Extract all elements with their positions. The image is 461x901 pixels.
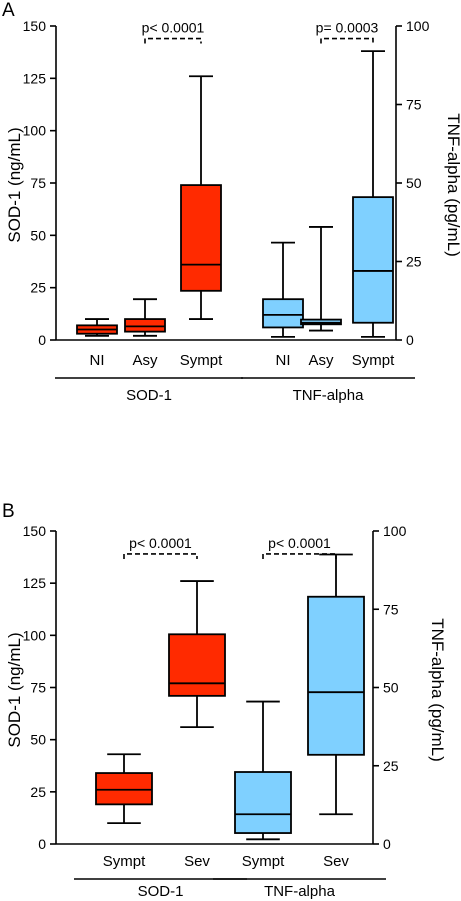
y-tick-label-left: 100: [23, 123, 47, 139]
y-axis-title-right: TNF-alpha (pg/mL): [428, 618, 447, 762]
group-label: TNF-alpha: [293, 387, 365, 404]
y-tick-label-right: 100: [383, 523, 407, 539]
y-tick-label-left: 125: [23, 70, 47, 86]
box-sod-1-sev: [168, 633, 226, 697]
panel-label: B: [2, 501, 15, 522]
group-label: TNF-alpha: [264, 883, 336, 900]
y-axis-title-left: SOD-1 (ng/mL): [5, 127, 24, 242]
y-tick-label-right: 25: [383, 758, 399, 774]
panel-label: A: [2, 0, 15, 21]
box-tnf-alpha-sympt: [234, 771, 292, 834]
x-category-label: Asy: [132, 352, 158, 369]
y-tick-label-left: 0: [38, 332, 46, 348]
x-category-label: Sympt: [180, 352, 223, 369]
x-category-label: Sev: [184, 853, 210, 870]
y-axis-title-left: SOD-1 (ng/mL): [5, 632, 24, 747]
x-category-label: NI: [90, 352, 105, 369]
y-tick-label-left: 25: [30, 784, 46, 800]
box-tnf-alpha-ni: [262, 298, 304, 329]
group-label: SOD-1: [138, 883, 184, 900]
y-axis-title-right: TNF-alpha (pg/mL): [444, 113, 461, 257]
y-tick-label-left: 75: [30, 175, 46, 191]
significance-label: p= 0.0003: [316, 20, 379, 36]
y-tick-label-right: 75: [406, 97, 422, 113]
y-tick-label-left: 0: [38, 836, 46, 852]
y-tick-label-left: 50: [30, 227, 46, 243]
x-category-label: Sympt: [103, 853, 146, 870]
group-label: SOD-1: [126, 387, 172, 404]
y-tick-label-right: 50: [383, 680, 399, 696]
significance-bracket: [144, 37, 202, 44]
box-sod-1-asy: [124, 318, 166, 333]
y-tick-label-right: 100: [406, 18, 430, 34]
y-tick-label-right: 25: [406, 254, 422, 270]
y-tick-label-left: 150: [23, 523, 47, 539]
y-tick-label-left: 25: [30, 280, 46, 296]
y-tick-label-right: 75: [383, 601, 399, 617]
x-category-label: Asy: [308, 352, 334, 369]
y-tick-label-left: 75: [30, 680, 46, 696]
y-tick-label-left: 50: [30, 732, 46, 748]
x-category-label: Sev: [323, 853, 349, 870]
x-category-label: Sympt: [242, 853, 285, 870]
y-tick-label-right: 50: [406, 175, 422, 191]
x-category-label: Sympt: [352, 352, 395, 369]
significance-bracket: [262, 553, 337, 559]
box-sod-1-sympt: [180, 184, 222, 292]
box-sod-1-sympt: [95, 772, 153, 806]
significance-label: p< 0.0001: [268, 535, 331, 551]
x-category-label: NI: [276, 352, 291, 369]
y-tick-label-right: 0: [406, 332, 414, 348]
y-tick-label-right: 0: [383, 836, 391, 852]
y-tick-label-left: 125: [23, 575, 47, 591]
y-tick-label-left: 100: [23, 627, 47, 643]
y-tick-label-left: 150: [23, 18, 47, 34]
significance-bracket: [123, 553, 198, 559]
box-tnf-alpha-sympt: [352, 196, 394, 324]
significance-bracket: [320, 37, 374, 44]
significance-label: p< 0.0001: [129, 535, 192, 551]
significance-label: p< 0.0001: [142, 20, 205, 36]
box-tnf-alpha-sev: [307, 595, 365, 756]
